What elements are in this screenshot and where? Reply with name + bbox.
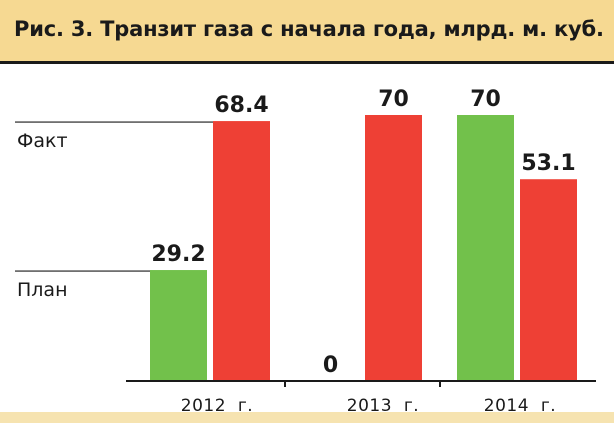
- data-label: 70: [378, 87, 409, 112]
- data-label: 0: [323, 353, 338, 378]
- data-label: 53.1: [521, 151, 575, 176]
- bar: [150, 270, 207, 381]
- x-tick-label: 2014 г.: [484, 396, 556, 416]
- bar: [457, 115, 514, 381]
- reference-label: План: [17, 279, 68, 301]
- bottom-strip: [0, 412, 614, 423]
- data-label: 29.2: [151, 242, 205, 267]
- chart-title-bar: Рис. 3. Транзит газа с начала года, млрд…: [0, 0, 614, 64]
- bar: [365, 115, 422, 381]
- data-label: 68.4: [214, 93, 268, 118]
- reference-label: Факт: [17, 130, 68, 152]
- chart-title: Рис. 3. Транзит газа с начала года, млрд…: [14, 17, 604, 41]
- x-tick-label: 2013 г.: [347, 396, 419, 416]
- data-label: 70: [470, 87, 501, 112]
- bar: [213, 121, 270, 381]
- x-tick-label: 2012 г.: [181, 396, 253, 416]
- bar: [520, 179, 577, 381]
